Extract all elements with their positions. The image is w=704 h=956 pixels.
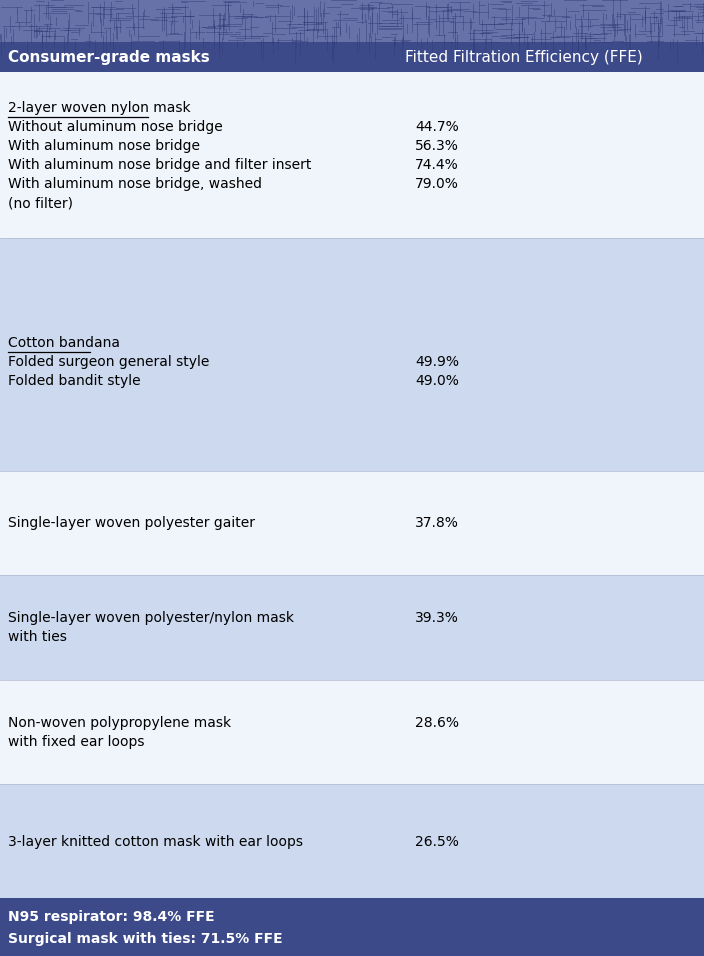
Text: With aluminum nose bridge and filter insert: With aluminum nose bridge and filter ins… [8, 158, 311, 172]
Text: Folded bandit style: Folded bandit style [8, 374, 141, 388]
Text: 37.8%: 37.8% [415, 516, 459, 531]
Bar [0, 42, 704, 72]
Text: Folded surgeon general style: Folded surgeon general style [8, 355, 209, 369]
Text: 49.0%: 49.0% [415, 374, 459, 388]
Text: With aluminum nose bridge, washed: With aluminum nose bridge, washed [8, 177, 262, 191]
Text: Fitted Filtration Efficiency (FFE): Fitted Filtration Efficiency (FFE) [405, 50, 643, 64]
Text: 28.6%: 28.6% [415, 716, 459, 729]
Bar [0, 470, 704, 576]
Text: Consumer-grade masks: Consumer-grade masks [8, 50, 210, 64]
Text: 44.7%: 44.7% [415, 120, 459, 134]
Bar [0, 898, 704, 956]
Text: Single-layer woven polyester/nylon mask: Single-layer woven polyester/nylon mask [8, 612, 294, 625]
Text: 56.3%: 56.3% [415, 139, 459, 153]
Text: Non-woven polypropylene mask: Non-woven polypropylene mask [8, 716, 231, 729]
Bar [0, 680, 704, 784]
Bar [0, 238, 704, 470]
Text: 39.3%: 39.3% [415, 612, 459, 625]
Bar [0, 576, 704, 680]
Text: 79.0%: 79.0% [415, 177, 459, 191]
Bar [0, 0, 704, 42]
Text: Surgical mask with ties: 71.5% FFE: Surgical mask with ties: 71.5% FFE [8, 932, 282, 946]
Text: Cotton bandana: Cotton bandana [8, 336, 120, 350]
Text: with fixed ear loops: with fixed ear loops [8, 735, 144, 749]
Text: N95 respirator: 98.4% FFE: N95 respirator: 98.4% FFE [8, 910, 215, 924]
Text: Single-layer woven polyester gaiter: Single-layer woven polyester gaiter [8, 516, 255, 531]
Text: with ties: with ties [8, 630, 67, 644]
Text: 2-layer woven nylon mask: 2-layer woven nylon mask [8, 101, 191, 115]
Text: With aluminum nose bridge: With aluminum nose bridge [8, 139, 200, 153]
Text: 49.9%: 49.9% [415, 355, 459, 369]
Bar [0, 72, 704, 238]
Text: 74.4%: 74.4% [415, 158, 459, 172]
Text: 3-layer knitted cotton mask with ear loops: 3-layer knitted cotton mask with ear loo… [8, 835, 303, 849]
Bar [0, 784, 704, 898]
Text: 26.5%: 26.5% [415, 835, 459, 849]
Text: (no filter): (no filter) [8, 196, 73, 210]
Text: Without aluminum nose bridge: Without aluminum nose bridge [8, 120, 222, 134]
